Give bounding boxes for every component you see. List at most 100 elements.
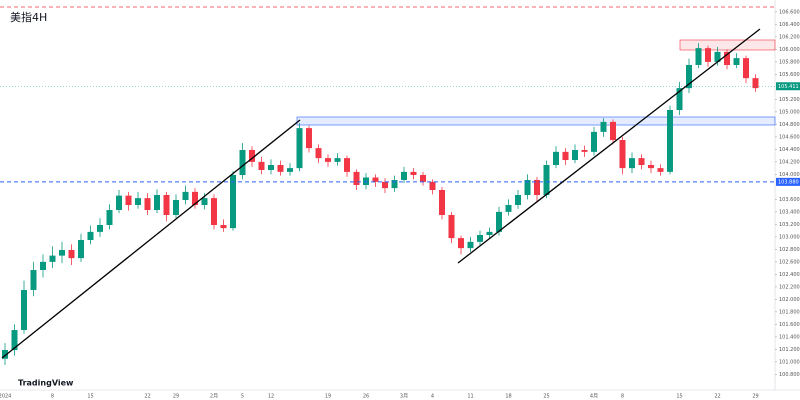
y-tick-label: 104.800 [779,122,800,128]
y-tick-label: 104.600 [779,134,800,140]
candle-body [505,205,512,212]
y-tick-label: 105.800 [779,59,800,65]
y-tick-label: 102.600 [779,259,800,265]
candle-body [477,235,483,242]
candle-body [268,165,274,170]
x-tick-label: 22 [144,394,150,400]
y-tick-label: 103.000 [779,234,800,240]
candle-body [752,78,759,89]
y-tick-label: 103.200 [779,222,800,228]
x-tick-label: 12 [268,394,274,400]
y-tick-label: 104.400 [779,147,800,153]
y-tick-label: 104.000 [779,172,800,178]
candle-body [467,241,474,249]
candle-body [534,180,540,195]
candle-body [562,151,569,160]
candle-body [2,350,8,359]
x-tick-label: 29 [752,394,758,400]
candle-body [277,165,284,172]
candle-body [581,150,588,152]
last-price-bg [776,82,800,91]
candle-body [410,171,417,175]
y-tick-label: 102.200 [779,284,800,290]
x-tick-label: 2月 [210,394,218,400]
candle-body [306,128,312,149]
candle-body [401,171,407,180]
x-tick-label: 5 [241,394,244,400]
x-tick-label: 25 [543,394,549,400]
candle-body [458,238,464,249]
x-tick-label: 26 [363,394,369,400]
chart-title: 美指4H [10,10,47,24]
y-tick-label: 105.200 [779,97,800,103]
trend-line [1,119,301,359]
candle-body [657,168,664,172]
candle-body [600,121,607,132]
candle-body [97,225,103,232]
candle-body [211,198,217,225]
candle-body [363,177,369,185]
candle-body [201,198,208,205]
candle-body [30,270,37,290]
candle-body [230,175,236,229]
candle-body [743,58,749,79]
x-tick-label: 15 [87,394,93,400]
candle-body [325,158,331,162]
y-tick-label: 106.200 [779,34,800,40]
y-tick-label: 105.000 [779,109,800,115]
y-tick-label: 105.600 [779,72,800,78]
candle-body [591,131,597,152]
y-tick-label: 103.400 [779,209,800,215]
x-tick-label: 4月 [590,394,598,400]
candle-body [173,200,179,215]
candle-body [439,190,445,215]
candle-body [287,168,293,172]
candle-body [733,58,740,65]
x-tick-label: 29 [173,394,179,400]
candle-body [258,161,265,170]
x-tick-label: 19 [325,394,331,400]
y-tick-label: 106.600 [779,9,800,15]
candle-body [144,198,151,210]
candle-body [667,110,673,172]
candle-body [125,195,132,205]
x-tick-label: 8 [51,394,54,400]
y-tick-label: 102.800 [779,247,800,253]
x-tick-label: 3月 [400,394,408,400]
x-tick-label: 11 [467,394,473,400]
candle-body [182,191,189,200]
candle-body [220,225,227,229]
candle-body [249,150,255,162]
candle-body [344,158,350,172]
x-tick-label: 22 [714,394,720,400]
candle-body [382,181,388,189]
candle-body [296,128,303,169]
candle-body [239,150,246,175]
candle-body [619,140,626,169]
candle-body [49,255,56,262]
y-tick-label: 104.200 [779,159,800,165]
brand: TradingView [18,379,74,388]
candle-body [496,211,502,232]
candle-body [372,177,379,182]
candle-body [610,121,616,140]
y-tick-label: 102.000 [779,297,800,303]
y-tick-label: 102.400 [779,272,800,278]
candle-body [106,210,113,225]
resistance-zone [679,39,776,51]
y-tick-label: 100.800 [779,372,800,378]
y-tick-label: 106.400 [779,22,800,28]
candle-body [553,151,559,165]
x-tick-label: 2024 [0,394,11,400]
candle-body [154,195,160,210]
candle-body [192,191,198,205]
candle-body [448,215,455,239]
candle-body [353,171,360,185]
y-tick-label: 101.400 [779,334,800,340]
candle-body [724,51,730,65]
candle-body [714,51,721,62]
candle-body [40,261,46,270]
candle-body [87,231,94,240]
